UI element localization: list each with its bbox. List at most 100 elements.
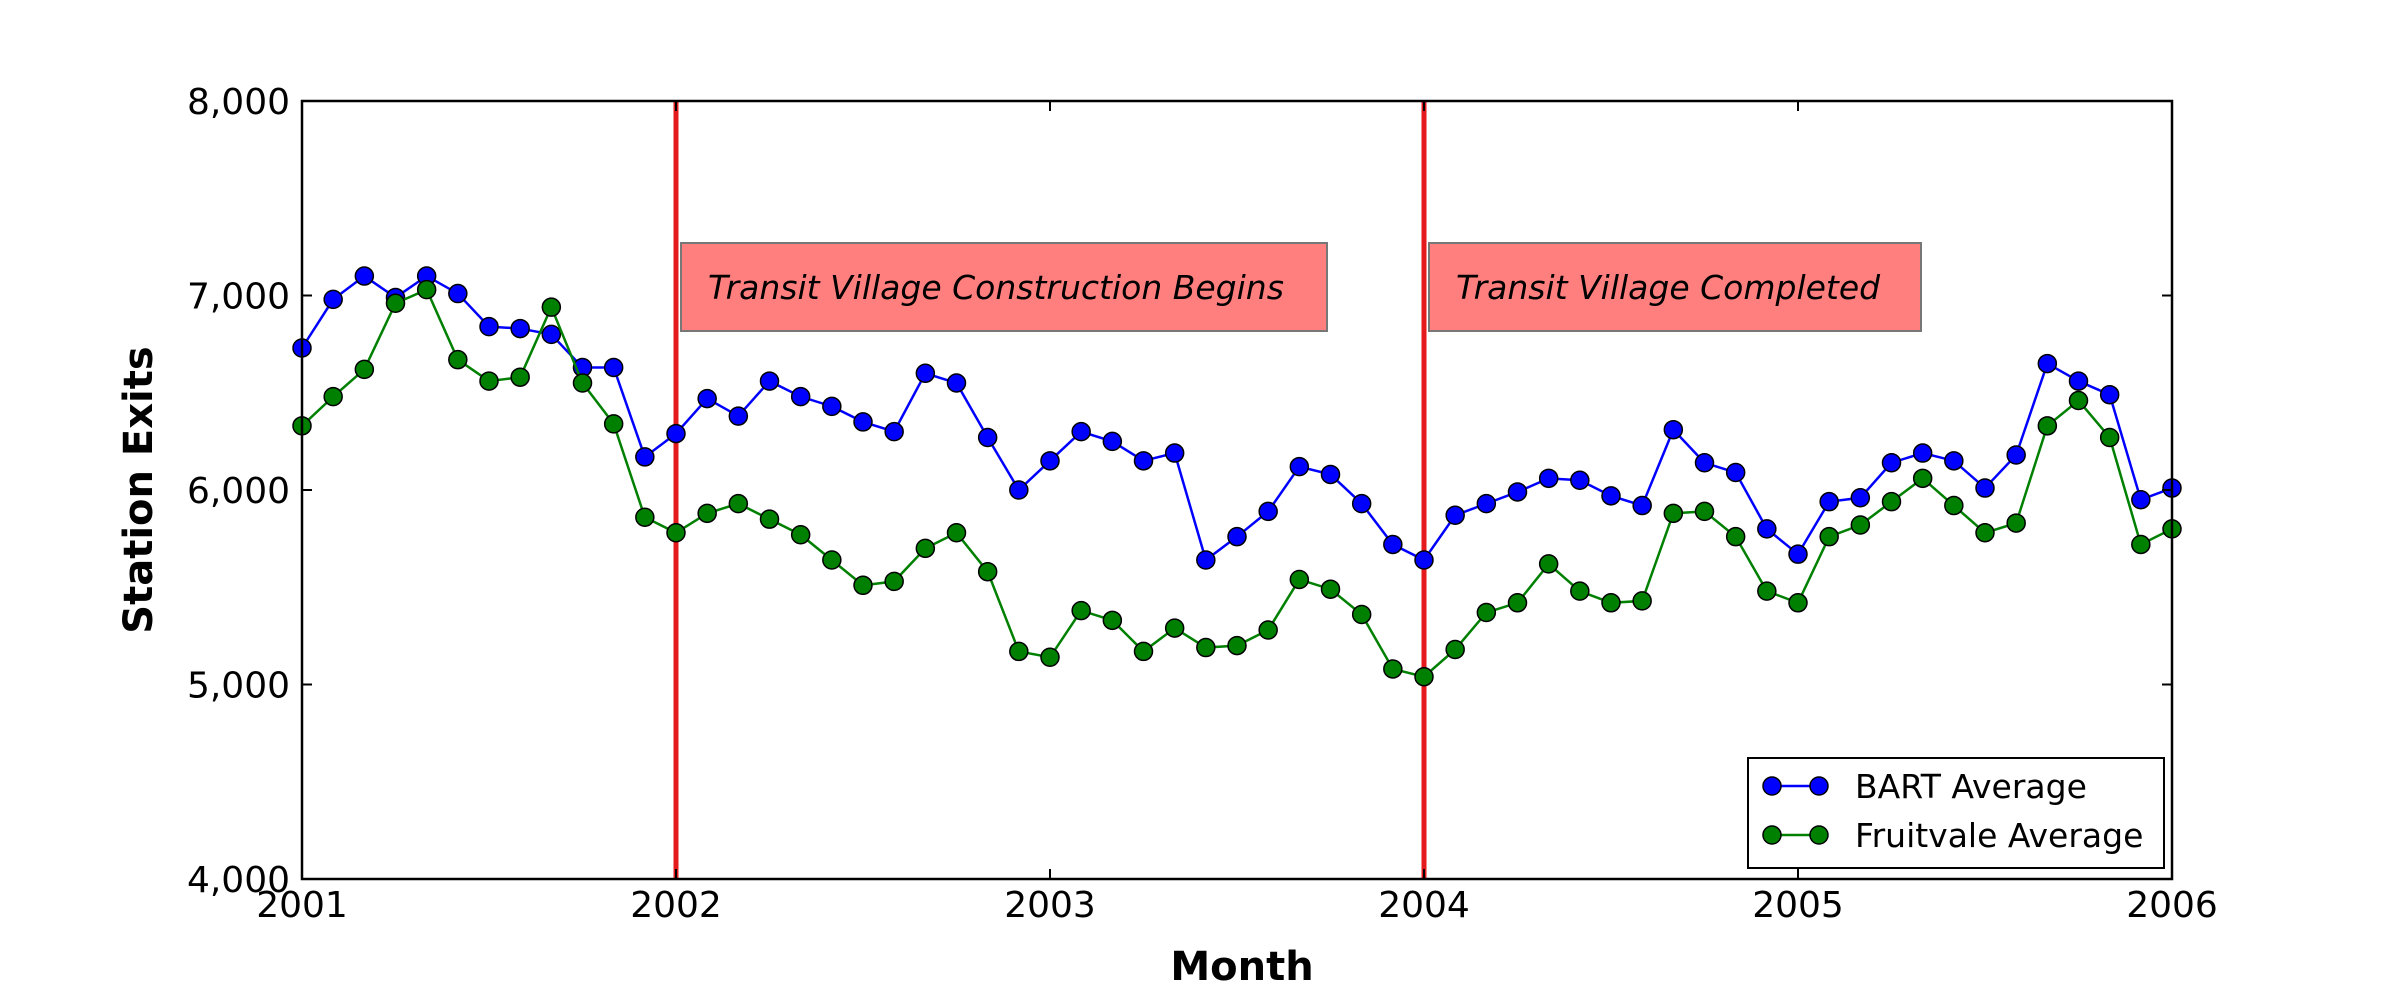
- data-point: [915, 538, 936, 559]
- data-point: [1881, 453, 1902, 473]
- data-point: [2099, 427, 2120, 448]
- data-point: [1383, 534, 1403, 555]
- legend-marker: [1809, 776, 1829, 796]
- data-point: [2131, 534, 2151, 555]
- data-point: [1975, 523, 1995, 543]
- data-point: [603, 414, 624, 434]
- legend-label: Fruitvale Average: [1855, 816, 2143, 855]
- data-point: [1507, 482, 1528, 502]
- data-point: [728, 406, 749, 426]
- data-point: [977, 427, 998, 448]
- data-point: [1507, 593, 1528, 613]
- data-point: [1881, 491, 1902, 512]
- data-point: [1164, 618, 1185, 638]
- data-point: [2006, 513, 2026, 533]
- data-point: [479, 316, 499, 337]
- data-point: [853, 412, 873, 432]
- data-point: [2006, 445, 2026, 465]
- data-point: [1164, 443, 1185, 463]
- data-point: [1632, 591, 1652, 611]
- data-point: [1757, 581, 1777, 601]
- y-tick-label: 5,000: [187, 666, 290, 707]
- y-axis-title: Station Exits: [116, 346, 162, 633]
- series-1: [292, 266, 2182, 570]
- data-point: [1788, 544, 1808, 564]
- data-point: [1414, 550, 1434, 570]
- x-tick-label: 2002: [630, 885, 722, 926]
- annotation-box: [1428, 242, 1922, 332]
- data-point: [759, 371, 780, 391]
- data-point: [354, 359, 375, 380]
- data-point: [2068, 371, 2089, 391]
- data-point: [759, 509, 780, 529]
- data-point: [1320, 464, 1341, 485]
- data-point: [1009, 641, 1029, 662]
- data-point: [822, 550, 842, 570]
- data-point: [1601, 593, 1621, 613]
- data-point: [1445, 639, 1465, 660]
- annotation-boxes: Transit Village Construction Begins Trans…: [680, 242, 1922, 332]
- data-point: [1570, 470, 1590, 491]
- data-point: [1414, 666, 1434, 687]
- data-point: [1258, 620, 1278, 640]
- data-point: [1538, 554, 1559, 574]
- data-point: [1040, 451, 1060, 471]
- legend-box: [1747, 757, 2165, 869]
- data-point: [1663, 419, 1684, 440]
- annotation-box: [680, 242, 1328, 332]
- data-point: [603, 357, 624, 378]
- data-point: [1133, 451, 1154, 471]
- data-point: [2037, 353, 2058, 374]
- data-point: [1663, 503, 1684, 524]
- data-point: [541, 324, 562, 345]
- data-point: [1975, 478, 1995, 498]
- legend-marker: [1809, 825, 1829, 845]
- data-point: [1133, 641, 1154, 662]
- data-point: [915, 363, 936, 384]
- axes: 4,000 5,000 6,000 7,000 8,000 2001 2002 2003 200…: [187, 82, 2218, 926]
- data-point: [946, 523, 967, 543]
- data-point: [1071, 421, 1091, 442]
- data-point: [2131, 489, 2151, 510]
- annotation-2: Transit Village Completed: [1428, 242, 1922, 332]
- data-point: [666, 423, 686, 444]
- data-point: [1788, 593, 1808, 613]
- legend-entry-1: BART Average: [1762, 767, 2087, 806]
- data-point: [572, 373, 593, 393]
- data-point: [448, 349, 468, 370]
- data-point: [1351, 604, 1372, 625]
- data-point: [1227, 526, 1247, 547]
- y-tick-label: 8,000: [187, 82, 290, 123]
- data-point: [1445, 505, 1465, 526]
- data-point: [1383, 659, 1403, 679]
- data-point: [354, 266, 375, 286]
- series-2: [292, 279, 2182, 687]
- data-point: [1632, 495, 1652, 516]
- data-point: [2099, 384, 2120, 405]
- data-point: [1819, 526, 1839, 547]
- x-tick-label: 2003: [1004, 885, 1096, 926]
- data-point: [666, 523, 686, 543]
- data-point: [1570, 581, 1590, 601]
- data-point: [1944, 451, 1964, 471]
- y-tick-label: 7,000: [187, 277, 290, 318]
- data-point: [1227, 635, 1247, 656]
- data-point: [1819, 491, 1839, 512]
- data-point: [2068, 390, 2089, 411]
- data-point: [1196, 550, 1216, 570]
- data-point: [448, 283, 468, 304]
- data-point: [1912, 468, 1933, 489]
- data-point: [697, 503, 717, 524]
- data-point: [822, 396, 842, 417]
- x-axis-title: Month: [1170, 944, 1313, 990]
- data-point: [790, 524, 811, 545]
- data-point: [1258, 501, 1278, 522]
- data-point: [541, 297, 562, 317]
- data-point: [1694, 453, 1715, 473]
- data-point: [1850, 515, 1871, 535]
- data-point: [1725, 526, 1746, 547]
- data-point: [1850, 488, 1871, 508]
- data-point: [1009, 480, 1029, 500]
- data-point: [1351, 493, 1372, 514]
- y-tick-label: 6,000: [187, 471, 290, 512]
